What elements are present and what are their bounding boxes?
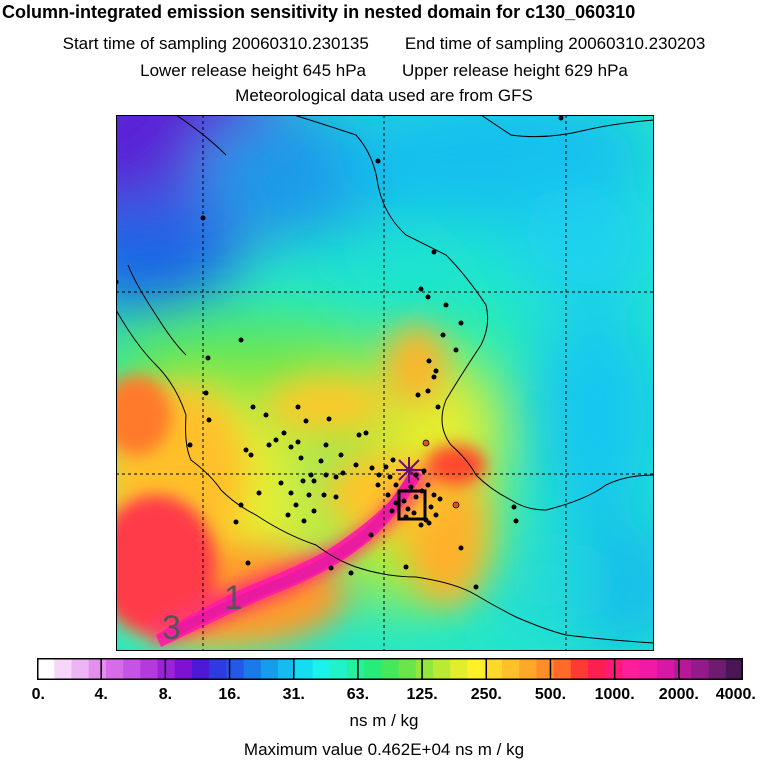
colorbar-swatch [157, 658, 176, 680]
colorbar-swatch [243, 658, 262, 680]
colorbar-swatch [140, 658, 159, 680]
graticule [116, 115, 654, 651]
colorbar-swatch [295, 658, 314, 680]
colorbar-swatch [329, 658, 348, 680]
upper-release-height-label: Upper release height 629 hPa [402, 61, 628, 80]
corner-number-1: 1 [224, 579, 243, 617]
colorbar-swatch [725, 658, 743, 680]
release-point-marker [396, 457, 422, 483]
map-frame [116, 115, 654, 651]
plot-title: Column-integrated emission sensitivity i… [2, 2, 636, 22]
colorbar-swatch [381, 658, 400, 680]
colorbar-swatch [450, 658, 469, 680]
colorbar-swatch [191, 658, 210, 680]
colorbar-swatch [312, 658, 331, 680]
colorbar-swatch [398, 658, 417, 680]
colorbar-tick-label: 31. [282, 686, 305, 703]
colorbar-swatch [433, 658, 451, 680]
colorbar-swatch [226, 658, 245, 680]
colorbar-tick-label: 250. [470, 686, 502, 703]
met-data-line: Meteorological data used are from GFS [0, 86, 768, 106]
colorbar-swatch [553, 658, 572, 680]
colorbar-swatch [674, 658, 692, 680]
colorbar-tick-label: 16. [218, 686, 241, 703]
end-time-label: End time of sampling 20060310.230203 [404, 34, 706, 53]
colorbar-tick-label: 1000. [594, 686, 635, 703]
colorbar-tick-label: 500. [534, 686, 567, 703]
colorbar-tick-label: 125. [406, 686, 438, 703]
colorbar-swatch [260, 658, 279, 680]
colorbar-tick-label: 8. [158, 686, 173, 703]
colorbar-tick-label: 0. [31, 686, 46, 703]
colorbar-swatch [622, 658, 641, 680]
colorbar-tick-label: 4. [94, 686, 108, 703]
colorbar-swatch [415, 658, 434, 680]
station-markers [116, 115, 564, 590]
colorbar-units-label: ns m / kg [349, 711, 419, 730]
colorbar-swatch [278, 658, 296, 680]
highlighted-station-markers [422, 439, 460, 509]
maximum-value-label: Maximum value 0.462E+04 ns m / kg [243, 740, 525, 759]
colorbar-swatch [639, 658, 658, 680]
sensitivity-field: 1 3 [116, 115, 654, 651]
colorbar-swatch [174, 658, 193, 680]
colorbar-frame [37, 658, 743, 680]
colorbar-swatch [588, 658, 606, 680]
emission-sensitivity-map: 1 3 [116, 115, 654, 651]
colorbar-swatch [123, 658, 141, 680]
colorbar-tick-label: 4000. [715, 686, 756, 703]
colorbar-tick-label: 2000. [658, 686, 699, 703]
receptor-box [397, 489, 427, 521]
sampling-time-line: Start time of sampling 20060310.230135 En… [0, 34, 768, 54]
colorbar-swatch [501, 658, 520, 680]
met-data-label: Meteorological data used are from GFS [235, 86, 533, 105]
colorbar-swatch [656, 658, 675, 680]
colorbar-swatch [54, 658, 73, 680]
colorbar-swatch [484, 658, 503, 680]
colorbar-swatch [364, 658, 382, 680]
colorbar-swatch [570, 658, 589, 680]
colorbar-tick-label: 63. [346, 686, 370, 703]
colorbar-swatch [691, 658, 710, 680]
colorbar-swatch [536, 658, 555, 680]
colorbar-swatch [708, 658, 727, 680]
coastlines [116, 115, 654, 644]
colorbar-swatch [71, 658, 90, 680]
lower-release-height-label: Lower release height 645 hPa [140, 61, 366, 80]
colorbar-swatch [519, 658, 537, 680]
plume-core [156, 467, 422, 647]
release-height-line: Lower release height 645 hPa Upper releas… [0, 61, 768, 81]
colorbar-swatch [105, 658, 124, 680]
start-time-label: Start time of sampling 20060310.230135 [62, 34, 369, 53]
colorbar-swatch [88, 658, 107, 680]
colorbar [37, 658, 743, 680]
corner-number-3: 3 [162, 609, 181, 647]
colorbar-swatch [37, 658, 55, 680]
colorbar-swatch [346, 658, 365, 680]
colorbar-swatch [467, 658, 486, 680]
colorbar-swatch [209, 658, 228, 680]
